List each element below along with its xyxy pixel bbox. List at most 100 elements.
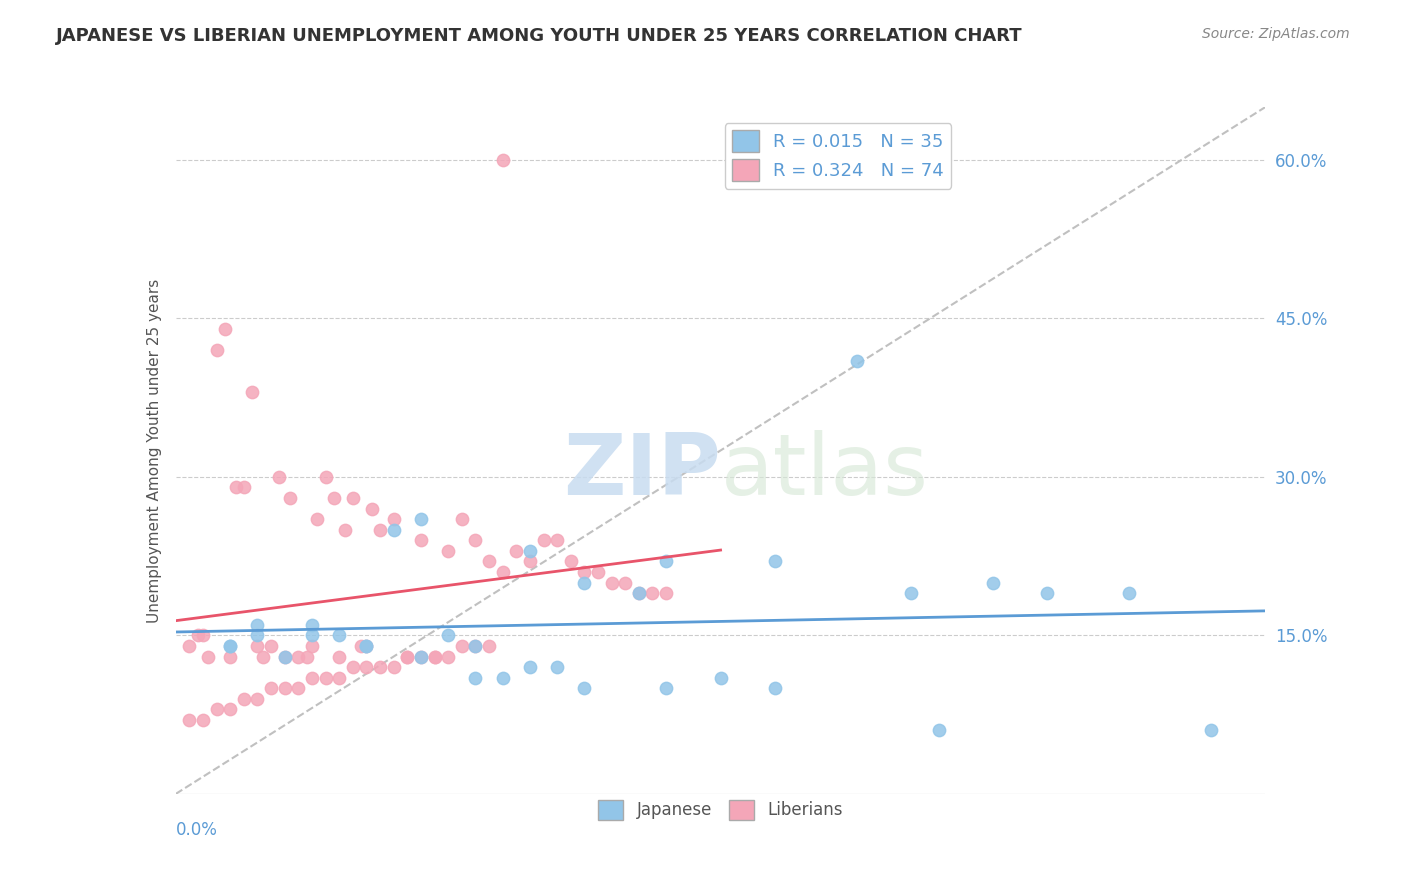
Point [423, 649, 446, 664]
Point [246, 639, 269, 653]
Point [252, 649, 274, 664]
Point [191, 713, 214, 727]
Point [278, 491, 301, 505]
Point [356, 639, 378, 653]
Point [396, 649, 419, 664]
Point [710, 671, 733, 685]
Point [409, 649, 432, 664]
Point [627, 586, 650, 600]
Point [307, 512, 329, 526]
Point [1199, 723, 1222, 738]
Point [246, 628, 269, 642]
Point [179, 639, 201, 653]
Point [368, 660, 391, 674]
Point [546, 533, 568, 548]
Point [533, 533, 555, 548]
Point [574, 681, 596, 696]
Point [240, 385, 263, 400]
Point [763, 554, 786, 568]
Point [205, 702, 228, 716]
Point [519, 660, 541, 674]
Point [356, 660, 378, 674]
Point [519, 544, 541, 558]
Point [1036, 586, 1059, 600]
Text: 0.0%: 0.0% [176, 822, 218, 839]
Point [464, 639, 486, 653]
Point [360, 501, 382, 516]
Point [655, 681, 678, 696]
Point [232, 691, 254, 706]
Point [423, 649, 446, 664]
Point [260, 681, 283, 696]
Point [301, 671, 323, 685]
Point [655, 554, 678, 568]
Point [763, 681, 786, 696]
Point [274, 649, 297, 664]
Point [342, 491, 364, 505]
Point [214, 322, 236, 336]
Point [409, 512, 432, 526]
Point [492, 153, 515, 167]
Point [396, 649, 419, 664]
Point [382, 523, 405, 537]
Point [928, 723, 950, 738]
Point [437, 544, 460, 558]
Point [328, 628, 350, 642]
Point [219, 639, 242, 653]
Point [409, 533, 432, 548]
Text: atlas: atlas [721, 430, 928, 513]
Point [574, 575, 596, 590]
Point [627, 586, 650, 600]
Point [287, 681, 309, 696]
Point [450, 639, 472, 653]
Point [342, 660, 364, 674]
Point [225, 480, 247, 494]
Point [614, 575, 637, 590]
Point [464, 671, 486, 685]
Point [287, 649, 309, 664]
Point [186, 628, 209, 642]
Point [382, 512, 405, 526]
Point [205, 343, 228, 357]
Point [274, 681, 297, 696]
Point [655, 586, 678, 600]
Point [492, 565, 515, 579]
Point [219, 639, 242, 653]
Point [197, 649, 219, 664]
Point [382, 660, 405, 674]
Point [586, 565, 609, 579]
Point [464, 639, 486, 653]
Point [600, 575, 623, 590]
Point [641, 586, 664, 600]
Text: ZIP: ZIP [562, 430, 721, 513]
Point [219, 649, 242, 664]
Point [301, 639, 323, 653]
Point [301, 617, 323, 632]
Point [322, 491, 344, 505]
Point [450, 512, 472, 526]
Point [1118, 586, 1140, 600]
Point [328, 649, 350, 664]
Point [246, 617, 269, 632]
Point [356, 639, 378, 653]
Point [219, 702, 242, 716]
Point [274, 649, 297, 664]
Point [295, 649, 318, 664]
Point [845, 353, 868, 368]
Point [191, 628, 214, 642]
Point [301, 628, 323, 642]
Point [179, 713, 201, 727]
Point [464, 533, 486, 548]
Y-axis label: Unemployment Among Youth under 25 years: Unemployment Among Youth under 25 years [146, 278, 162, 623]
Point [519, 554, 541, 568]
Point [328, 671, 350, 685]
Legend: Japanese, Liberians: Japanese, Liberians [592, 793, 849, 827]
Point [315, 671, 337, 685]
Point [981, 575, 1004, 590]
Point [350, 639, 373, 653]
Point [574, 565, 596, 579]
Point [232, 480, 254, 494]
Text: JAPANESE VS LIBERIAN UNEMPLOYMENT AMONG YOUTH UNDER 25 YEARS CORRELATION CHART: JAPANESE VS LIBERIAN UNEMPLOYMENT AMONG … [56, 27, 1024, 45]
Point [333, 523, 356, 537]
Text: Source: ZipAtlas.com: Source: ZipAtlas.com [1202, 27, 1350, 41]
